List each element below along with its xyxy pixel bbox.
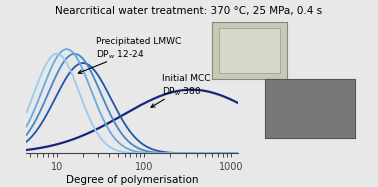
X-axis label: Degree of polymerisation: Degree of polymerisation [66,175,198,185]
Text: Nearcritical water treatment: 370 °C, 25 MPa, 0.4 s: Nearcritical water treatment: 370 °C, 25… [56,6,322,16]
Text: Precipitated LMWC
DP$_w$ 12-24: Precipitated LMWC DP$_w$ 12-24 [78,37,181,73]
Text: Initial MCC
DP$_w$ 380: Initial MCC DP$_w$ 380 [151,74,210,107]
Bar [219,28,280,73]
